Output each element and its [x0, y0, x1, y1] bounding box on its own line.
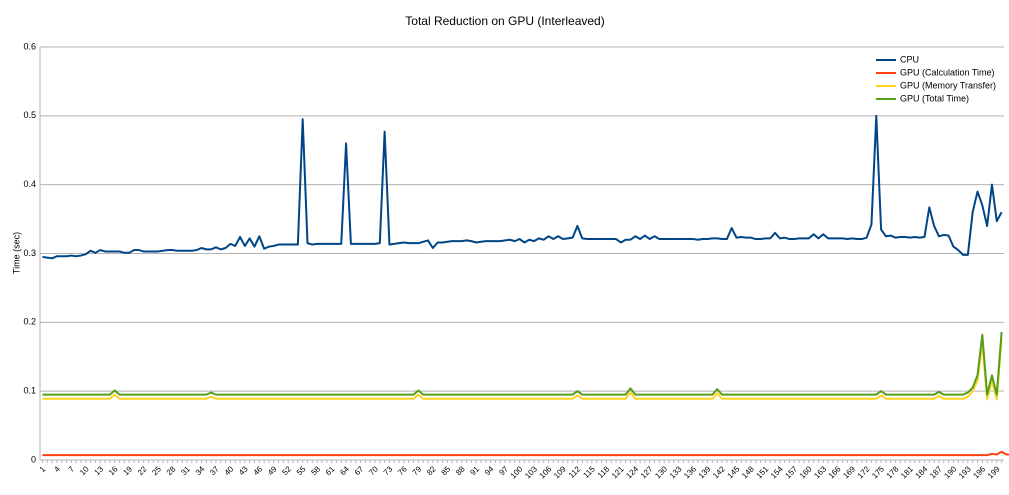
legend-label: GPU (Calculation Time) — [900, 67, 995, 77]
x-tick-label: 196 — [971, 464, 987, 480]
x-tick-label: 28 — [165, 464, 178, 477]
x-tick-label: 67 — [353, 464, 366, 477]
x-tick-label: 88 — [454, 464, 467, 477]
x-tick-label: 199 — [986, 464, 1002, 480]
x-tick-label: 37 — [208, 464, 221, 477]
x-tick-label: 142 — [711, 464, 727, 480]
x-tick-label: 115 — [581, 464, 597, 480]
x-tick-label: 193 — [957, 464, 973, 480]
x-tick-label: 127 — [639, 464, 655, 480]
x-tick-label: 25 — [150, 464, 163, 477]
x-tick-label: 19 — [121, 464, 134, 477]
y-tick-label: 0.3 — [23, 248, 36, 258]
y-tick-label: 0.5 — [23, 110, 36, 120]
series-line — [42, 331, 1003, 396]
y-tick-label: 0 — [31, 454, 36, 464]
chart-title: Total Reduction on GPU (Interleaved) — [405, 14, 604, 28]
legend-label: CPU — [900, 54, 919, 64]
x-tick-label: 124 — [624, 464, 640, 480]
x-tick-label: 43 — [237, 464, 250, 477]
x-tick-label: 121 — [610, 464, 626, 480]
x-tick-label: 22 — [136, 464, 149, 477]
x-tick-label: 7 — [67, 464, 77, 474]
x-tick-label: 1 — [38, 464, 48, 474]
x-tick-label: 13 — [92, 464, 105, 477]
x-tick-label: 94 — [483, 464, 496, 477]
x-tick-label: 76 — [396, 464, 409, 477]
x-tick-label: 46 — [252, 464, 265, 477]
x-tick-label: 118 — [596, 464, 612, 480]
x-tick-label: 169 — [841, 464, 857, 480]
x-tick-label: 82 — [425, 464, 438, 477]
series-line — [42, 339, 1003, 401]
x-tick-label: 10 — [78, 464, 91, 477]
x-tick-label: 151 — [755, 464, 771, 480]
x-tick-label: 70 — [367, 464, 380, 477]
x-tick-label: 34 — [194, 464, 207, 477]
x-tick-label: 106 — [538, 464, 554, 480]
y-tick-label: 0.2 — [23, 317, 36, 327]
x-tick-label: 175 — [870, 464, 886, 480]
y-tick-label: 0.6 — [23, 41, 36, 51]
x-tick-label: 172 — [856, 464, 872, 480]
x-tick-label: 157 — [783, 464, 799, 480]
x-tick-label: 136 — [682, 464, 698, 480]
y-tick-label: 0.4 — [23, 179, 36, 189]
series-line — [42, 114, 1003, 260]
x-tick-label: 112 — [567, 464, 583, 480]
x-tick-label: 61 — [324, 464, 337, 477]
x-tick-label: 133 — [668, 464, 684, 480]
x-tick-label: 52 — [280, 464, 293, 477]
x-tick-label: 145 — [726, 464, 742, 480]
x-tick-label: 163 — [812, 464, 828, 480]
x-tick-label: 160 — [798, 464, 814, 480]
x-tick-label: 16 — [107, 464, 120, 477]
legend-label: GPU (Total Time) — [900, 93, 969, 103]
x-tick-label: 181 — [899, 464, 915, 480]
y-axis-label: Time (sec) — [11, 232, 21, 274]
x-tick-label: 58 — [309, 464, 322, 477]
x-tick-label: 64 — [338, 464, 351, 477]
x-tick-label: 73 — [382, 464, 395, 477]
x-tick-label: 31 — [179, 464, 192, 477]
x-tick-label: 139 — [697, 464, 713, 480]
x-tick-label: 178 — [885, 464, 901, 480]
x-tick-label: 100 — [509, 464, 525, 480]
x-tick-label: 154 — [769, 464, 785, 480]
x-tick-label: 97 — [497, 464, 510, 477]
legend-label: GPU (Memory Transfer) — [900, 80, 996, 90]
series-line — [42, 450, 1009, 457]
x-tick-label: 190 — [942, 464, 958, 480]
x-tick-label: 166 — [827, 464, 843, 480]
x-tick-label: 49 — [266, 464, 279, 477]
x-tick-label: 184 — [914, 464, 930, 480]
x-tick-label: 79 — [411, 464, 424, 477]
x-tick-label: 130 — [653, 464, 669, 480]
x-tick-label: 91 — [468, 464, 481, 477]
x-tick-label: 40 — [223, 464, 236, 477]
x-tick-label: 55 — [295, 464, 308, 477]
x-tick-label: 109 — [552, 464, 568, 480]
x-tick-label: 103 — [523, 464, 539, 480]
x-tick-label: 85 — [440, 464, 453, 477]
x-tick-label: 148 — [740, 464, 756, 480]
y-tick-label: 0.1 — [23, 386, 36, 396]
x-tick-label: 4 — [52, 464, 62, 474]
x-tick-label: 187 — [928, 464, 944, 480]
